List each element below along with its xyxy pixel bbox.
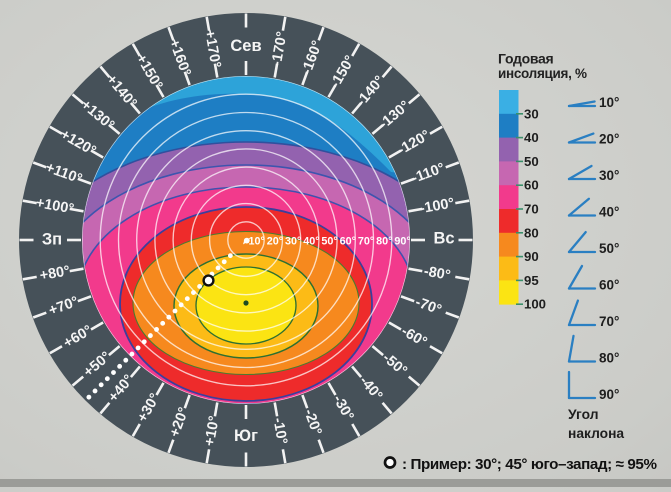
svg-text:: Пример: 30°; 45° юго–запад;: : Пример: 30°; 45° юго–запад; ≈ 95%	[402, 456, 657, 473]
svg-text:50°: 50°	[321, 236, 337, 248]
svg-text:50°: 50°	[599, 241, 619, 256]
svg-text:70°: 70°	[599, 314, 619, 329]
svg-text:60°: 60°	[340, 236, 356, 248]
svg-text:40°: 40°	[599, 205, 619, 220]
svg-text:30°: 30°	[285, 236, 301, 248]
svg-text:90°: 90°	[394, 236, 410, 248]
svg-text:наклона: наклона	[568, 426, 624, 441]
svg-text:95: 95	[524, 273, 539, 288]
svg-text:50: 50	[524, 154, 539, 169]
svg-text:10°: 10°	[599, 95, 619, 110]
svg-text:Годовая: Годовая	[498, 51, 553, 67]
svg-text:90: 90	[524, 249, 539, 264]
svg-text:70: 70	[524, 202, 539, 217]
svg-text:инсоляция, %: инсоляция, %	[498, 66, 587, 81]
svg-text:-100°: -100°	[419, 195, 456, 217]
svg-text:60°: 60°	[599, 278, 619, 293]
svg-text:+80°: +80°	[39, 263, 72, 284]
svg-text:80: 80	[524, 225, 539, 240]
svg-text:10°: 10°	[249, 236, 265, 248]
svg-text:Юг: Юг	[234, 427, 258, 445]
svg-text:+170°: +170°	[201, 29, 223, 70]
svg-text:30: 30	[524, 106, 539, 121]
svg-text:-10°: -10°	[269, 417, 289, 446]
svg-text:90°: 90°	[599, 387, 619, 402]
svg-text:70°: 70°	[358, 236, 374, 248]
svg-text:40: 40	[524, 130, 539, 145]
svg-text:+100°: +100°	[35, 195, 76, 217]
svg-text:Зп: Зп	[42, 231, 62, 249]
svg-text:Вс: Вс	[433, 230, 454, 248]
svg-text:40°: 40°	[303, 236, 319, 248]
svg-text:80°: 80°	[376, 236, 392, 248]
svg-text:20°: 20°	[599, 132, 619, 147]
svg-text:Угол: Угол	[568, 407, 598, 422]
svg-text:80°: 80°	[599, 351, 619, 366]
svg-text:-170°: -170°	[269, 30, 291, 67]
svg-text:Сев: Сев	[230, 37, 261, 55]
svg-text:-80°: -80°	[423, 263, 452, 283]
svg-text:+10°: +10°	[202, 415, 223, 448]
svg-text:20°: 20°	[267, 236, 283, 248]
svg-text:30°: 30°	[599, 168, 619, 183]
svg-text:60: 60	[524, 178, 539, 193]
svg-text:100: 100	[524, 297, 546, 312]
